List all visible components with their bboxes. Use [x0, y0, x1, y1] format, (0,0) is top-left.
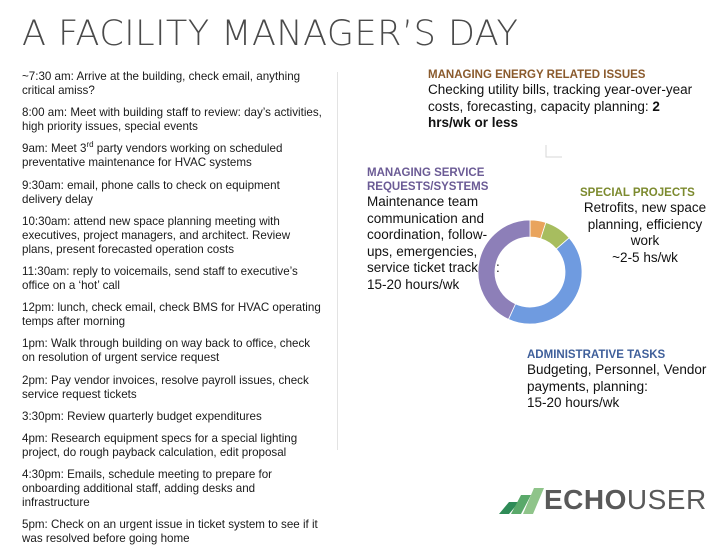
category-admin-heading: ADMINISTRATIVE TASKS	[527, 349, 666, 361]
logo-bar-1	[499, 502, 519, 514]
echouser-logo	[499, 488, 544, 514]
category-projects-hours: ~2-5 hs/wk	[612, 249, 678, 265]
schedule-list: ~7:30 am: Arrive at the building, check …	[22, 70, 322, 554]
page-title: A FACILITY MANAGER’S DAY	[22, 14, 519, 54]
logo-bar-2	[511, 495, 531, 514]
category-projects-heading: SPECIAL PROJECTS	[580, 187, 695, 199]
schedule-item-0900-pre: 9am: Meet 3	[22, 142, 87, 156]
schedule-item-1200: 12pm: lunch, check email, check BMS for …	[22, 301, 321, 329]
schedule-item-0900-post: party vendors working on scheduled preve…	[22, 142, 283, 170]
logo-word-user: USER	[626, 484, 707, 515]
category-energy-text: Checking utility bills, tracking year-ov…	[428, 82, 693, 114]
schedule-item-0800: 8:00 am: Meet with building staff to rev…	[22, 106, 322, 134]
category-service-hours: 15-20 hours/wk	[367, 276, 460, 292]
schedule-item-1630: 4:30pm: Emails, schedule meeting to prep…	[22, 468, 273, 510]
category-admin: ADMINISTRATIVE TASKS Budgeting, Personne…	[527, 348, 707, 412]
schedule-item-1600: 4pm: Research equipment specs for a spec…	[22, 431, 298, 459]
category-energy-heading: MANAGING ENERGY RELATED ISSUES	[428, 69, 646, 81]
schedule-item-1300: 1pm: Walk through building on way back t…	[22, 337, 311, 365]
category-projects-text: Retrofits, new space planning, efficienc…	[583, 200, 707, 249]
logo-bar-3	[523, 488, 544, 514]
category-service-text: Maintenance team communication and coord…	[367, 194, 500, 276]
schedule-item-1530: 3:30pm: Review quarterly budget expendit…	[22, 409, 262, 423]
category-service: MANAGING SERVICE REQUESTS/SYSTEMS Mainte…	[367, 166, 507, 294]
schedule-item-0930: 9:30am: email, phone calls to check on e…	[22, 178, 280, 206]
schedule-item-0730: ~7:30 am: Arrive at the building, check …	[22, 70, 301, 97]
category-projects: SPECIAL PROJECTS Retrofits, new space pl…	[580, 186, 710, 266]
schedule-item-1400: 2pm: Pay vendor invoices, resolve payrol…	[22, 373, 309, 401]
schedule-item-1030: 10:30am: attend new space planning meeti…	[22, 214, 291, 256]
category-energy-body: Checking utility bills, tracking year-ov…	[428, 82, 698, 132]
schedule-item-1130: 11:30am: reply to voicemails, send staff…	[22, 264, 298, 292]
time-donut-chart	[477, 219, 583, 325]
schedule-item-0900: 9am: Meet 3rd party vendors working on s…	[22, 140, 322, 170]
connector-lines	[545, 145, 562, 158]
energy-connector	[545, 145, 562, 158]
category-admin-text: Budgeting, Personnel, Vendor payments, p…	[527, 362, 707, 394]
donut-slice-2	[507, 237, 583, 325]
logo-wordmark: ECHOUSER	[544, 484, 707, 516]
logo-word-echo: ECHO	[544, 484, 627, 515]
column-divider	[337, 72, 338, 450]
category-admin-hours: 15-20 hours/wk	[527, 395, 620, 411]
category-energy-hours: 2 hrs/wk or less	[428, 98, 660, 131]
schedule-item-0900-sup: rd	[86, 140, 94, 150]
category-service-heading: MANAGING SERVICE REQUESTS/SYSTEMS	[367, 167, 489, 193]
donut-slice-3	[477, 219, 531, 320]
category-energy: MANAGING ENERGY RELATED ISSUES Checking …	[428, 68, 698, 132]
